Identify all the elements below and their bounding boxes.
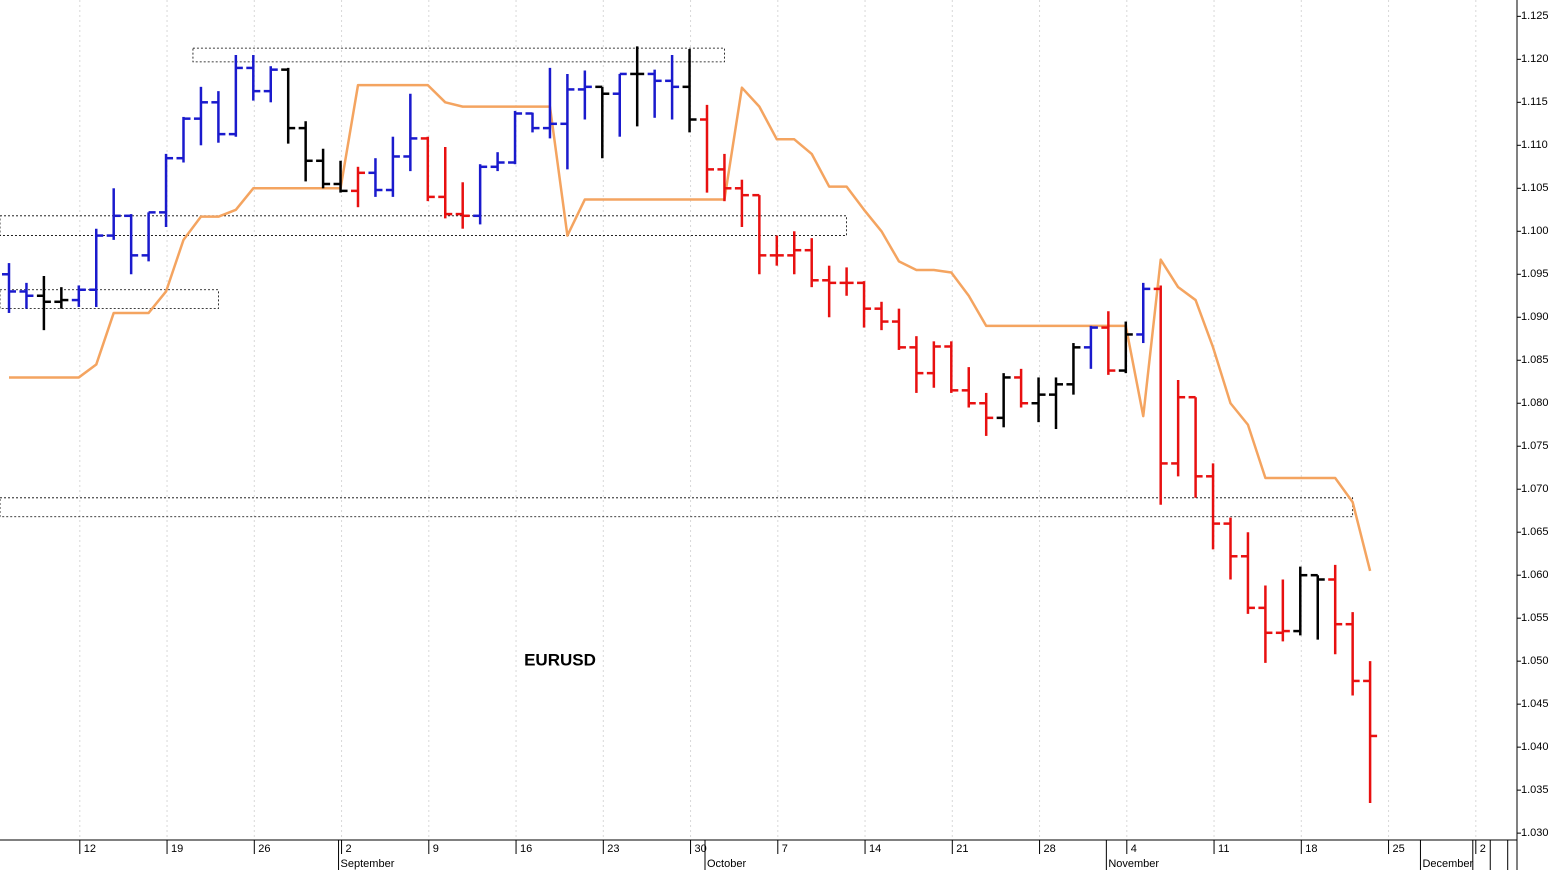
x-tick-label: 9 [433, 843, 439, 855]
y-tick-label: 1.110 [1521, 139, 1548, 151]
y-tick-label: 1.100 [1521, 225, 1549, 237]
x-tick-label: 18 [1305, 843, 1317, 855]
x-tick-label: 16 [520, 843, 532, 855]
x-tick-label: 21 [956, 843, 968, 855]
y-tick-label: 1.060 [1521, 569, 1549, 581]
y-tick-label: 1.045 [1521, 698, 1549, 710]
x-tick-label: 23 [607, 843, 619, 855]
y-tick-label: 1.050 [1521, 655, 1549, 667]
x-tick-label: 28 [1044, 843, 1056, 855]
zone [0, 289, 219, 310]
y-tick-label: 1.080 [1521, 397, 1549, 409]
month-label: November [1108, 858, 1159, 870]
zone [0, 215, 847, 236]
y-tick-label: 1.030 [1521, 827, 1549, 839]
zone [192, 47, 725, 63]
y-tick-label: 1.065 [1521, 526, 1549, 538]
x-tick-label: 7 [782, 843, 788, 855]
y-tick-label: 1.075 [1521, 440, 1549, 452]
y-tick-label: 1.105 [1521, 182, 1549, 194]
x-tick-label: 2 [1480, 843, 1486, 855]
y-tick-label: 1.035 [1521, 784, 1549, 796]
y-tick-label: 1.125 [1521, 10, 1549, 22]
x-tick-label: 2 [346, 843, 352, 855]
x-tick-label: 26 [258, 843, 270, 855]
y-tick-label: 1.120 [1521, 53, 1549, 65]
month-label: September [341, 858, 395, 870]
x-tick-label: 12 [84, 843, 96, 855]
y-tick-label: 1.070 [1521, 483, 1549, 495]
y-tick-label: 1.040 [1521, 741, 1549, 753]
annotation: EURUSD [524, 650, 596, 669]
x-tick-label: 30 [695, 843, 707, 855]
y-tick-label: 1.090 [1521, 311, 1549, 323]
month-label: December [1422, 858, 1473, 870]
y-tick-label: 1.095 [1521, 268, 1549, 280]
trend-line [9, 83, 1372, 572]
x-tick-label: 14 [869, 843, 881, 855]
x-tick-label: 19 [171, 843, 183, 855]
x-tick-label: 25 [1393, 843, 1405, 855]
x-tick-label: 11 [1218, 843, 1229, 855]
zone [0, 497, 1354, 518]
x-tick-label: 4 [1131, 843, 1137, 855]
y-tick-label: 1.115 [1521, 96, 1548, 108]
y-tick-label: 1.055 [1521, 612, 1549, 624]
y-tick-label: 1.085 [1521, 354, 1549, 366]
month-label: October [707, 858, 746, 870]
